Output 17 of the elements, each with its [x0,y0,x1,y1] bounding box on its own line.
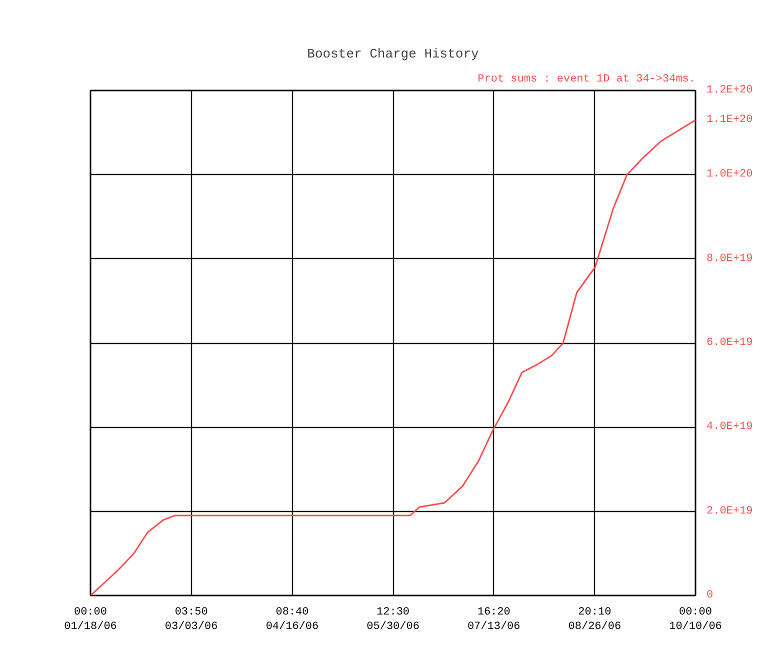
x-tick-label: 00:00 01/18/06 [64,606,117,633]
x-tick-label: 03:50 03/03/06 [164,606,218,633]
y-tick-label: 1.2E+20 [706,84,753,96]
x-tick-label: 16:20 07/13/06 [467,606,520,633]
x-tick-label: 08:40 04/16/06 [266,606,319,633]
text: Prot sums : event 1D at 34->34ms. [478,74,696,86]
chart-title: Booster Charge History [307,46,480,62]
x-tick-label: 00:00 10/10/06 [669,606,722,633]
y-tick-label: 1.0E+20 [706,168,753,181]
y-tick-label: 0 [706,590,714,602]
y-tick-label: 6.0E+19 [706,337,753,349]
x-tick-label: 12:30 05/30/06 [366,606,420,633]
y-tick-label: 2.0E+19 [706,505,753,518]
x-tick-label: 20:10 08/26/06 [568,606,622,633]
y-tick-label: 1.1E+20 [706,114,753,126]
y-tick-label: 8.0E+19 [706,252,753,265]
y-tick-label: 4.0E+19 [706,421,753,434]
